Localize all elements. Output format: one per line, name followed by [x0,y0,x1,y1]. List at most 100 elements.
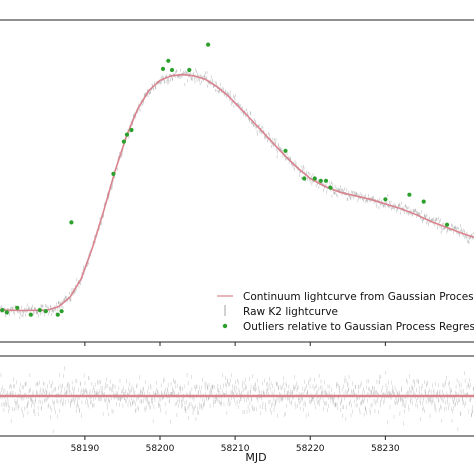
residual-point [179,399,180,404]
residual-point [455,384,457,389]
residual-point [90,395,92,400]
raw-k2-point [415,208,417,212]
residual-point [59,383,61,388]
residual-point [447,396,448,401]
raw-k2-point [273,144,274,148]
residual-point [90,400,91,405]
outlier-point [160,66,166,71]
residual-point [127,392,128,396]
raw-k2-point [472,231,474,235]
residual-point [221,388,223,393]
raw-k2-point [58,301,60,304]
raw-k2-point [363,199,364,203]
residual-point [450,389,452,394]
residual-point [147,396,148,401]
residual-point [288,389,289,394]
residual-point [236,392,238,396]
raw-k2-point [331,181,332,185]
residual-point [472,409,474,414]
residual-point [122,389,123,394]
raw-k2-point [0,305,2,309]
residual-point [409,374,410,379]
raw-k2-point [346,197,348,201]
raw-k2-point [370,199,371,203]
raw-k2-point [147,89,148,93]
residual-point [30,387,31,392]
residual-point [165,387,166,392]
residual-point [360,383,361,388]
residual-point [342,405,344,410]
residual-point [65,400,66,405]
residual-point [323,406,324,411]
raw-k2-point [51,309,53,313]
raw-k2-point [59,306,61,310]
residual-point [47,396,48,401]
raw-k2-point [324,185,325,189]
residual-point [125,389,127,394]
residual-point [308,381,309,386]
raw-k2-point [164,80,165,84]
raw-k2-point [80,282,81,286]
raw-k2-point [364,200,366,204]
raw-k2-point [406,206,407,210]
residual-point [397,401,398,405]
residual-point [328,395,329,400]
residual-point [153,405,155,409]
raw-k2-point [272,137,274,141]
residual-point [165,410,167,415]
raw-k2-point [213,85,214,88]
residual-point [421,384,423,388]
raw-k2-point [308,171,309,175]
residual-point [228,397,229,402]
raw-k2-point [108,195,110,199]
raw-k2-point [409,211,411,215]
residual-point [20,396,22,401]
residual-point [295,405,297,410]
raw-k2-point [233,104,235,108]
raw-k2-point [75,287,77,291]
raw-k2-point [467,236,469,240]
residual-point [67,382,68,387]
residual-point [257,378,258,383]
raw-k2-point [211,75,212,79]
residual-point [420,417,421,421]
residual-point [212,384,213,389]
residual-point [31,398,32,403]
residual-point [25,382,26,387]
residual-point [12,391,14,396]
residual-point [460,411,462,416]
residual-point [59,373,60,377]
residual-point [194,406,195,411]
residual-point [178,397,180,402]
residual-point [184,400,186,405]
raw-k2-point [164,79,166,83]
residual-point [18,404,20,409]
residual-point [468,383,469,387]
raw-k2-point [454,226,455,230]
residual-point [214,385,215,390]
residual-point [144,391,145,396]
raw-k2-point [384,204,386,208]
residual-point [27,404,28,408]
raw-k2-point [299,170,301,174]
residual-point [43,388,44,393]
residual-point [116,390,118,395]
raw-k2-point [138,107,140,111]
residual-point [93,385,94,390]
residual-point [350,413,352,418]
raw-k2-point [419,212,420,216]
residual-point [74,398,76,402]
outlier-point [318,178,323,183]
residual-point [457,427,459,432]
residual-point [9,391,11,396]
residual-point [42,400,43,405]
raw-k2-point [42,304,44,308]
raw-k2-point [456,227,457,231]
raw-k2-point [206,71,208,75]
residual-point [425,391,426,396]
residual-point [417,379,419,384]
raw-k2-point [176,69,177,73]
residual-point [33,409,34,414]
residual-point [363,399,364,404]
residual-point [446,375,447,380]
